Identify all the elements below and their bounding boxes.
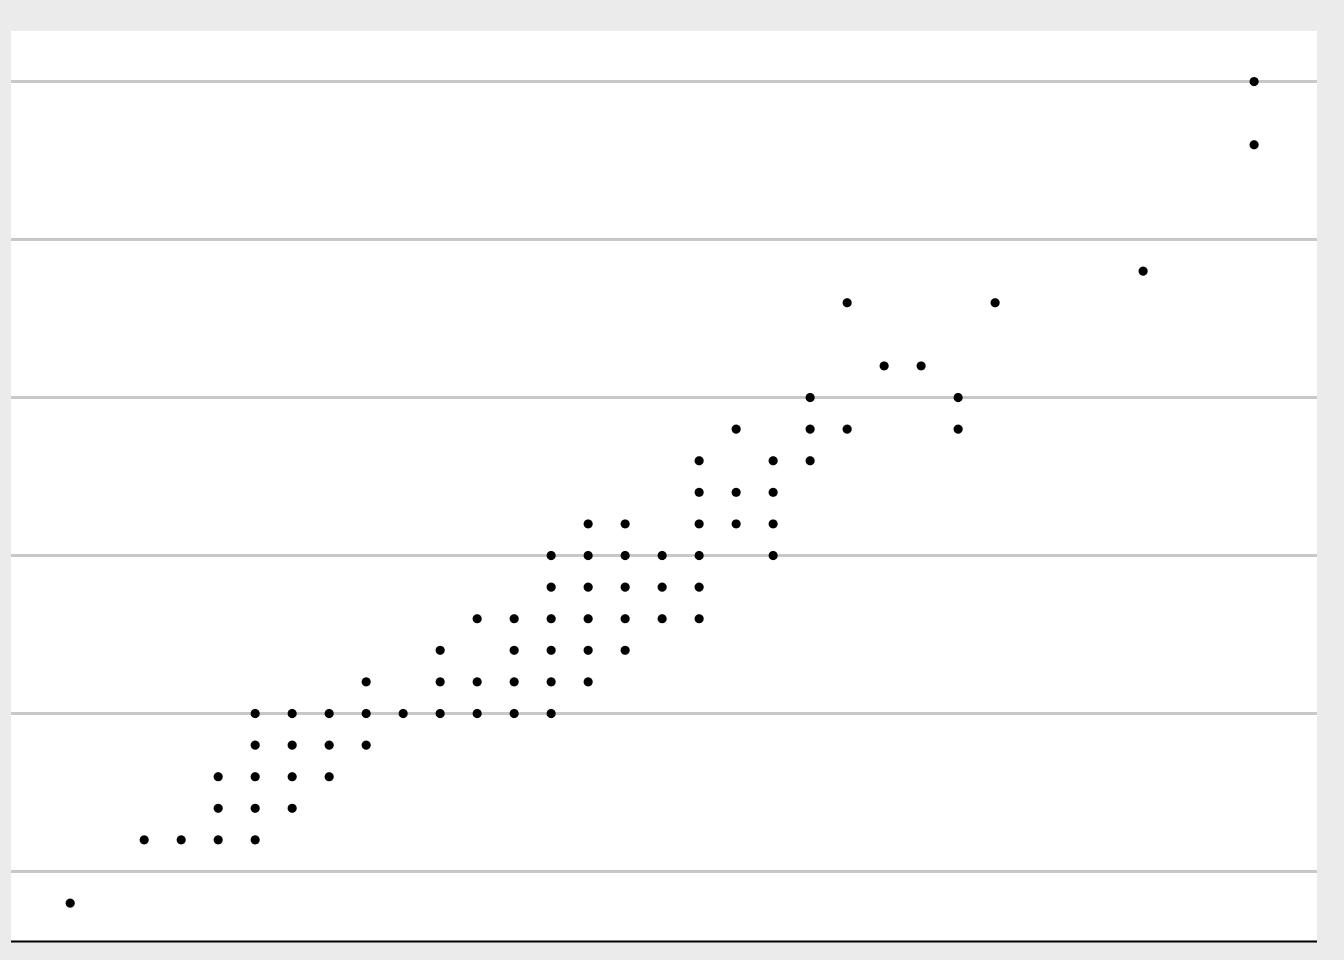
data-point	[842, 424, 852, 434]
data-point	[583, 550, 593, 561]
data-point	[879, 361, 889, 371]
data-point	[1249, 76, 1259, 87]
plot-panel	[11, 31, 1317, 941]
data-point	[583, 519, 593, 529]
data-point	[546, 708, 556, 719]
data-point	[287, 740, 297, 750]
data-point	[546, 550, 556, 561]
data-point	[287, 803, 297, 813]
data-point	[361, 677, 371, 687]
data-point	[620, 550, 630, 561]
data-point	[472, 614, 482, 624]
data-point	[694, 614, 704, 624]
data-point	[694, 582, 704, 592]
data-point	[1249, 140, 1259, 150]
data-point	[250, 740, 260, 750]
data-point	[546, 677, 556, 687]
data-point	[250, 772, 260, 782]
data-point	[361, 708, 371, 719]
data-point	[916, 361, 926, 371]
data-point	[509, 708, 519, 719]
data-point	[694, 550, 704, 561]
data-point	[213, 803, 223, 813]
data-point	[509, 677, 519, 687]
data-point	[768, 519, 778, 529]
data-point	[620, 519, 630, 529]
data-point	[472, 708, 482, 719]
data-point	[694, 456, 704, 466]
data-point	[65, 898, 75, 908]
data-point	[583, 645, 593, 655]
data-point	[324, 772, 334, 782]
data-point	[731, 487, 741, 497]
data-point	[472, 677, 482, 687]
data-point	[731, 424, 741, 434]
data-point	[583, 614, 593, 624]
data-point	[657, 582, 667, 592]
data-point	[657, 614, 667, 624]
data-point	[583, 582, 593, 592]
data-point	[842, 298, 852, 308]
data-point	[694, 487, 704, 497]
data-point	[953, 424, 963, 434]
data-point	[583, 677, 593, 687]
data-point	[139, 835, 149, 845]
data-point	[324, 740, 334, 750]
data-point	[731, 519, 741, 529]
data-point	[324, 708, 334, 719]
data-point	[361, 740, 371, 750]
data-point	[546, 582, 556, 592]
data-point	[435, 677, 445, 687]
data-point	[620, 614, 630, 624]
data-point	[620, 582, 630, 592]
data-point	[990, 298, 1000, 308]
data-point	[620, 645, 630, 655]
data-point	[546, 645, 556, 655]
data-point	[805, 392, 815, 403]
data-point	[250, 835, 260, 845]
data-point	[176, 835, 186, 845]
data-point	[768, 456, 778, 466]
data-point	[435, 645, 445, 655]
data-point	[657, 550, 667, 561]
data-point	[805, 456, 815, 466]
data-point	[805, 424, 815, 434]
data-point	[1138, 266, 1148, 276]
data-point	[509, 645, 519, 655]
data-point	[509, 614, 519, 624]
data-point	[768, 550, 778, 561]
data-point	[287, 708, 297, 719]
data-point	[287, 772, 297, 782]
data-point	[435, 708, 445, 719]
data-point	[768, 487, 778, 497]
data-point	[546, 614, 556, 624]
data-point	[250, 803, 260, 813]
data-points	[65, 76, 1259, 908]
data-point	[398, 708, 408, 719]
data-point	[250, 708, 260, 719]
data-point	[694, 519, 704, 529]
data-point	[953, 392, 963, 403]
data-point	[213, 772, 223, 782]
data-point	[213, 835, 223, 845]
